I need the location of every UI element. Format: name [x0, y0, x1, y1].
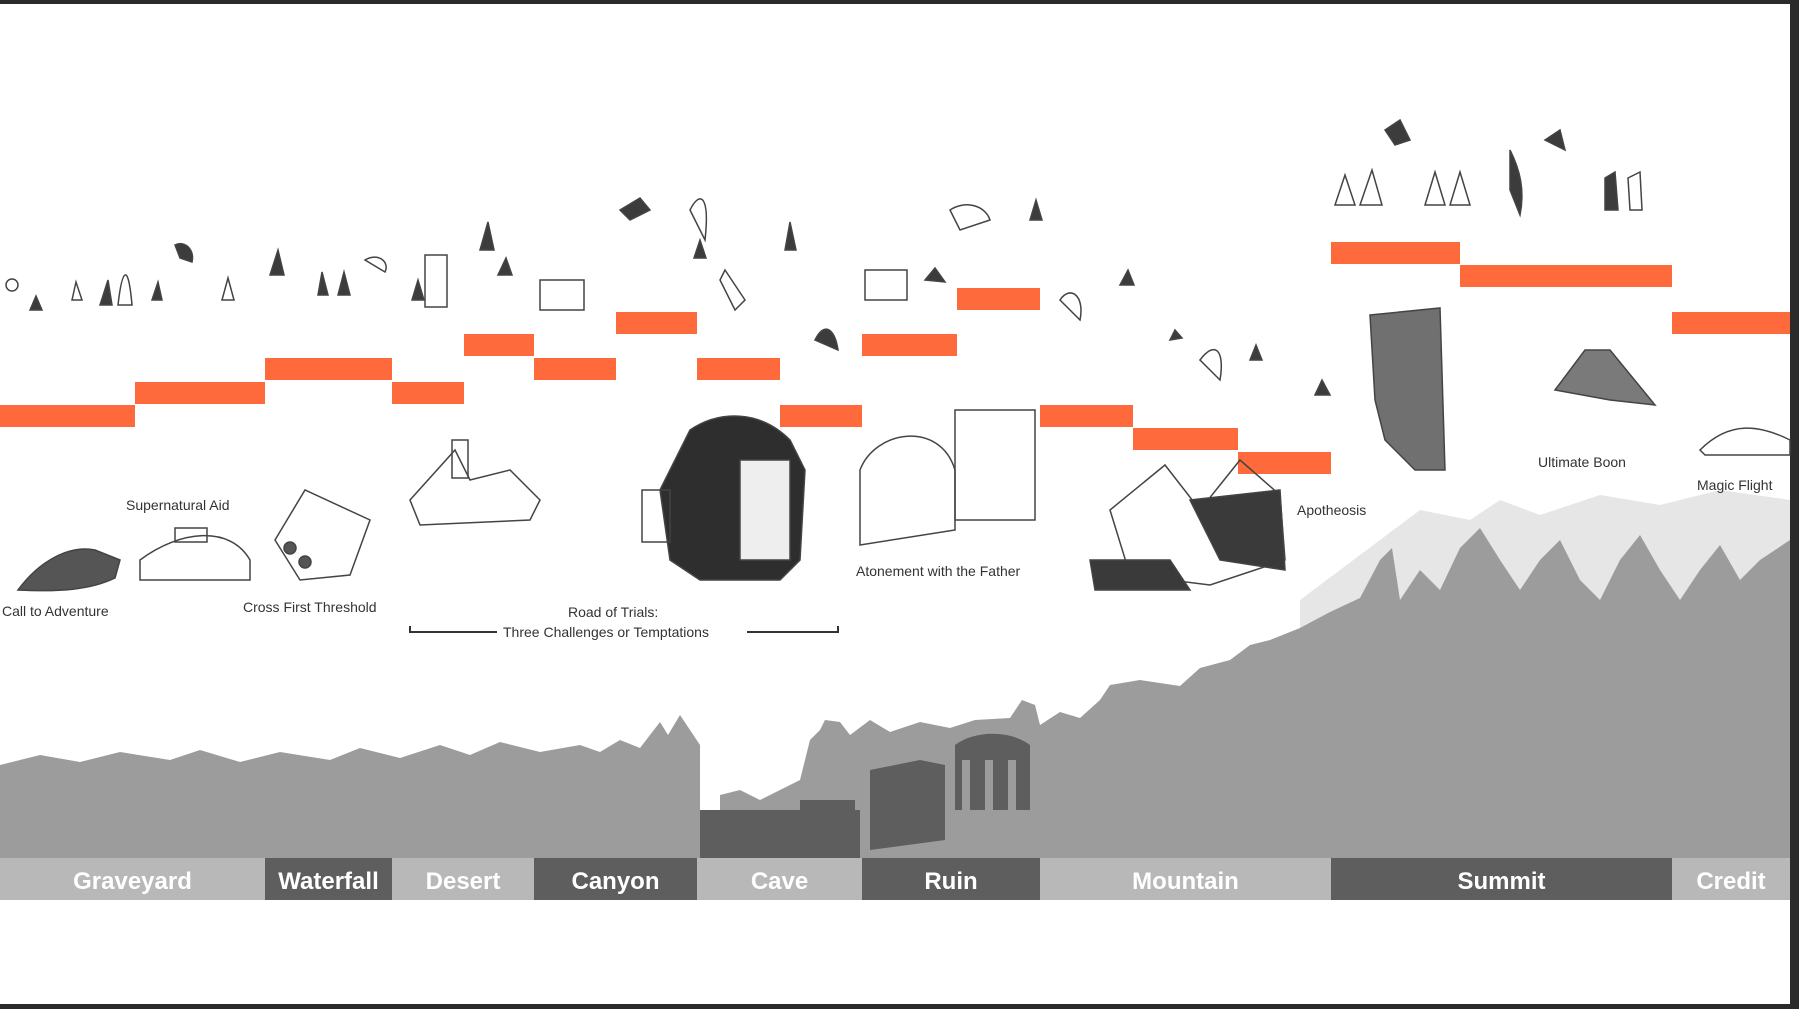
- magic-flight-illustration: [1698, 427, 1791, 456]
- label-ultimate-boon: Ultimate Boon: [1538, 454, 1626, 470]
- region-label-graveyard: Graveyard: [73, 868, 192, 895]
- region-block-canyon: [534, 858, 697, 900]
- threshold-illustration: [274, 489, 371, 581]
- region-block-summit: [1331, 858, 1672, 900]
- region-label-canyon: Canyon: [571, 868, 659, 895]
- supernatural-aid-illustration: [139, 534, 251, 581]
- desert-tower-illustration: [409, 448, 541, 526]
- stage-labels: Call to Adventure Supernatural Aid Cross…: [2, 454, 1773, 640]
- label-atonement-with-the-father: Atonement with the Father: [856, 563, 1021, 579]
- graveyard-hill-illustration: [16, 548, 121, 592]
- region-block-graveyard: [0, 858, 265, 900]
- region-block-waterfall: [265, 858, 392, 900]
- region-label-credit: Credit: [1696, 868, 1765, 895]
- label-call-to-adventure: Call to Adventure: [2, 603, 109, 619]
- region-block-desert: [392, 858, 534, 900]
- region-label-cave: Cave: [751, 868, 808, 895]
- label-apotheosis: Apotheosis: [1297, 502, 1366, 518]
- stage-illustrations: [16, 307, 1791, 592]
- region-block-mountain: [1040, 858, 1331, 900]
- ultimate-boon-illustration: [1553, 349, 1657, 406]
- ruin-structures: [700, 733, 1030, 858]
- region-label-summit: Summit: [1457, 868, 1545, 895]
- region-label-desert: Desert: [426, 868, 501, 895]
- region-block-credit: [1672, 858, 1790, 900]
- character-sketches: [5, 197, 1332, 396]
- region-block-ruin: [862, 858, 1040, 900]
- region-label-waterfall: Waterfall: [278, 868, 378, 895]
- label-cross-first-threshold: Cross First Threshold: [243, 599, 377, 615]
- road-of-trials-bracket: [409, 626, 839, 633]
- region-label-mountain: Mountain: [1132, 868, 1239, 895]
- label-road-of-trials-line2: Three Challenges or Temptations: [503, 624, 709, 640]
- region-block-cave: [697, 858, 862, 900]
- level-steps: [0, 242, 1790, 474]
- summit-cliff-illustration: [1369, 307, 1446, 471]
- label-road-of-trials-line1: Road of Trials:: [568, 604, 658, 620]
- landscape-silhouette: [0, 528, 1790, 860]
- region-bar: Graveyard Waterfall Desert Canyon Cave Ruin Mo…: [0, 858, 1790, 900]
- region-label-ruin: Ruin: [924, 868, 977, 895]
- summit-sketches: [1333, 118, 1643, 218]
- label-supernatural-aid: Supernatural Aid: [126, 497, 230, 513]
- label-magic-flight: Magic Flight: [1697, 477, 1773, 493]
